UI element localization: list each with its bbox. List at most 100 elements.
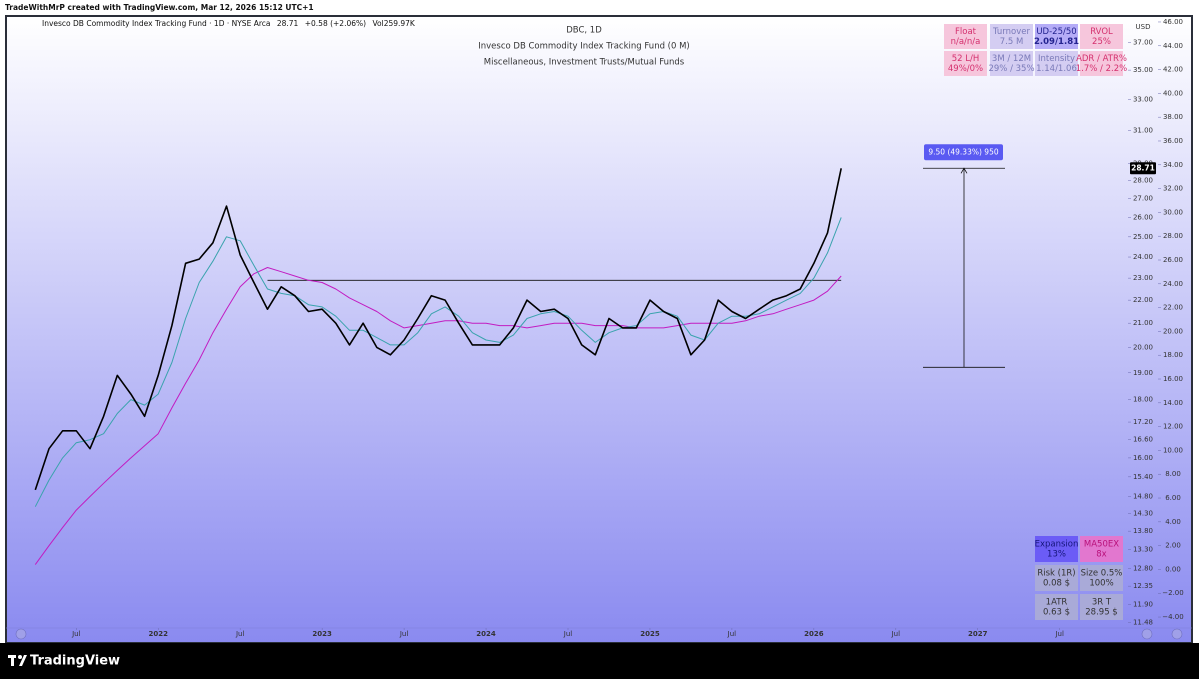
brand-logo [8, 655, 27, 666]
y-tick-label: 22.00 [1133, 296, 1153, 304]
y2-tick-label: 46.00 [1163, 18, 1183, 26]
y2-tick-label: 38.00 [1163, 113, 1183, 121]
symbol-header: Invesco DB Commodity Index Tracking Fund… [42, 19, 416, 28]
price-change: +0.58 (+2.06%) [305, 19, 366, 28]
x-tick-label: Jul [727, 630, 737, 638]
currency: USD [1136, 23, 1151, 31]
cell-value: 100% [1089, 579, 1113, 589]
table-cell [1080, 51, 1123, 76]
symbol: Invesco DB Commodity Index Tracking Fund… [42, 19, 270, 28]
y-tick-label: 25.00 [1133, 233, 1153, 241]
y-tick-label: 16.00 [1133, 454, 1153, 462]
measure-label-box [924, 144, 1003, 161]
y-tick-label: 14.30 [1133, 510, 1153, 518]
cell-value: 2.09/1.81 [1034, 37, 1079, 47]
y2-tick-label: 36.00 [1163, 137, 1183, 145]
table-cell [944, 51, 987, 76]
moving-average [34, 267, 842, 565]
cell-value: 25% [1092, 37, 1111, 47]
x-tick-label: Jul [563, 630, 573, 638]
y-tick-label: 12.80 [1133, 564, 1153, 572]
cell-value: 1.14/1.06 [1036, 64, 1077, 74]
cell-label: RVOL [1090, 27, 1113, 37]
table-cell [1035, 594, 1078, 620]
cell-value: 13% [1047, 550, 1066, 560]
y-tick-label: 37.00 [1133, 39, 1153, 47]
cell-value: 28.95 $ [1085, 608, 1117, 618]
last-price-label: 28.71 [1131, 163, 1155, 172]
y2-tick-label: 10.00 [1163, 446, 1183, 454]
y-tick-label: 33.00 [1133, 95, 1153, 103]
y2-tick-label: 26.00 [1163, 256, 1183, 264]
cell-label: Risk (1R) [1037, 568, 1075, 578]
table-cell [944, 24, 987, 49]
cell-label: Turnover [992, 27, 1030, 37]
y-tick-label: 11.90 [1133, 601, 1153, 609]
table-cell [1035, 51, 1078, 76]
y-tick-label: 17.20 [1133, 418, 1153, 426]
zoom-icon[interactable] [15, 628, 27, 640]
cell-value: 49%/0% [948, 64, 983, 74]
cell-value: 0.63 $ [1043, 608, 1070, 618]
cell-value: 1.7% / 2.2% [1076, 64, 1127, 74]
x-tick-label: Jul [1054, 630, 1064, 638]
y-tick-label: 16.60 [1133, 436, 1153, 444]
cell-label: Intensity [1038, 54, 1075, 64]
chart-title: DBC, 1D [566, 26, 602, 36]
y-tick-label: 28.00 [1133, 177, 1153, 185]
settings-icon[interactable] [1171, 628, 1183, 640]
chart-subtitle: Invesco DB Commodity Index Tracking Fund… [478, 42, 690, 52]
y2-tick-label: −2.00 [1162, 589, 1183, 597]
y-tick-label: 15.40 [1133, 473, 1153, 481]
x-tick-label: 2027 [968, 630, 988, 638]
y-tick-label: 20.00 [1133, 343, 1153, 351]
x-tick-label: Jul [235, 630, 245, 638]
y2-tick-label: 30.00 [1163, 208, 1183, 216]
y-tick-label: 12.35 [1133, 582, 1153, 590]
last-price-tag [1130, 162, 1156, 175]
cell-value: 8x [1096, 550, 1106, 560]
y2-tick-label: 28.00 [1163, 232, 1183, 240]
y2-tick-label: 18.00 [1163, 351, 1183, 359]
table-cell [1080, 565, 1123, 591]
cell-label: Expansion [1035, 539, 1079, 549]
table-cell [1080, 536, 1123, 562]
y2-tick-label: 20.00 [1163, 327, 1183, 335]
y2-tick-label: 40.00 [1163, 89, 1183, 97]
x-tick-label: 2026 [804, 630, 824, 638]
brand-name: TradingView [30, 654, 120, 669]
y-tick-label: 24.00 [1133, 253, 1153, 261]
table-cell [990, 51, 1033, 76]
x-tick-label: 2022 [149, 630, 169, 638]
y-tick-label: 35.00 [1133, 66, 1153, 74]
x-tick-label: Jul [71, 630, 81, 638]
x-tick-label: Jul [399, 630, 409, 638]
table-cell [990, 24, 1033, 49]
moving-average [34, 217, 842, 507]
x-tick-label: 2024 [476, 630, 496, 638]
table-cell [1080, 24, 1123, 49]
y2-tick-label: 14.00 [1163, 399, 1183, 407]
cell-label: 3R T [1092, 597, 1112, 607]
y2-tick-label: 44.00 [1163, 42, 1183, 50]
y2-tick-label: 8.00 [1165, 470, 1181, 478]
y2-tick-label: 32.00 [1163, 185, 1183, 193]
y2-tick-label: 12.00 [1163, 423, 1183, 431]
x-tick-label: 2023 [312, 630, 332, 638]
measure-arrow [960, 167, 968, 174]
x-tick-label: 2025 [640, 630, 660, 638]
cell-label: MA50EX [1084, 539, 1119, 549]
auto-scale-icon[interactable] [1141, 628, 1153, 640]
y2-tick-label: 4.00 [1165, 518, 1181, 526]
cell-value: 29% / 35% [988, 64, 1034, 74]
watermark: TradeWithMrP created with TradingView.co… [5, 3, 314, 12]
chart-frame [5, 15, 1193, 644]
x-tick-label: Jul [891, 630, 901, 638]
last-price: 28.71 [277, 19, 299, 28]
chart-category: Miscellaneous, Investment Trusts/Mutual … [484, 58, 685, 68]
cell-value: 0.08 $ [1043, 579, 1070, 589]
measure-label: 9.50 (49.33%) 950 [928, 147, 998, 156]
y-tick-label: 14.80 [1133, 493, 1153, 501]
